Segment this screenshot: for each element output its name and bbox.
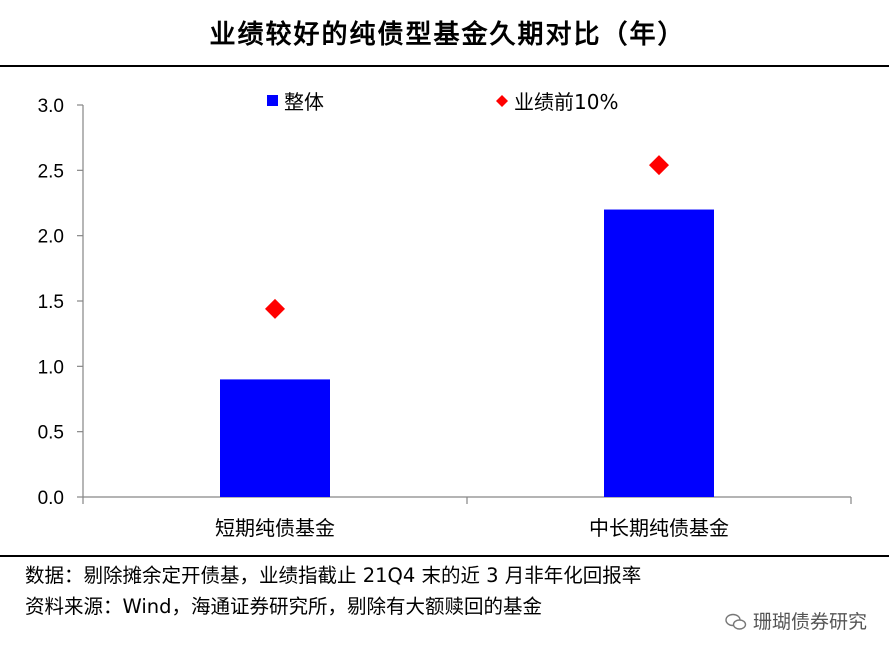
x-category-label: 短期纯债基金: [215, 516, 335, 540]
legend-label: 整体: [284, 90, 324, 114]
notes-data-line: 数据：剔除摊余定开债基，业绩指截止 21Q4 末的近 3 月非年化回报率: [25, 564, 642, 587]
y-tick-label: 3.0: [38, 96, 64, 117]
y-tick-label: 0.0: [38, 488, 64, 509]
notes-divider: [0, 555, 889, 557]
y-tick-label: 1.5: [38, 292, 64, 313]
marker-top10: [265, 298, 285, 319]
legend-label: 业绩前10%: [514, 90, 618, 114]
chart-notes: 数据：剔除摊余定开债基，业绩指截止 21Q4 末的近 3 月非年化回报率 资料来…: [25, 560, 641, 622]
x-category-label: 中长期纯债基金: [589, 516, 729, 540]
y-tick-label: 0.5: [38, 423, 64, 444]
marker-top10: [649, 155, 669, 176]
y-tick-label: 1.0: [38, 357, 64, 378]
chart-title: 业绩较好的纯债型基金久期对比（年）: [209, 20, 686, 50]
legend-swatch-top10: [496, 95, 508, 107]
wechat-icon: [725, 613, 747, 630]
y-tick-label: 2.5: [38, 161, 64, 182]
bar-overall: [220, 379, 330, 497]
y-tick-label: 2.0: [38, 227, 64, 248]
watermark: 珊瑚债券研究: [725, 607, 867, 634]
bar-overall: [604, 209, 714, 498]
bar-chart: 0.0 0.5 1.0 1.5 2.0 2.5 3.0 短期纯债基金 中长期纯债基金 整体 业绩前1…: [38, 90, 852, 540]
title-divider: [0, 65, 889, 67]
watermark-text: 珊瑚债券研究: [752, 611, 867, 633]
notes-source-line: 资料来源：Wind，海通证券研究所，剔除有大额赎回的基金: [25, 595, 543, 618]
legend-swatch-overall: [267, 95, 278, 106]
